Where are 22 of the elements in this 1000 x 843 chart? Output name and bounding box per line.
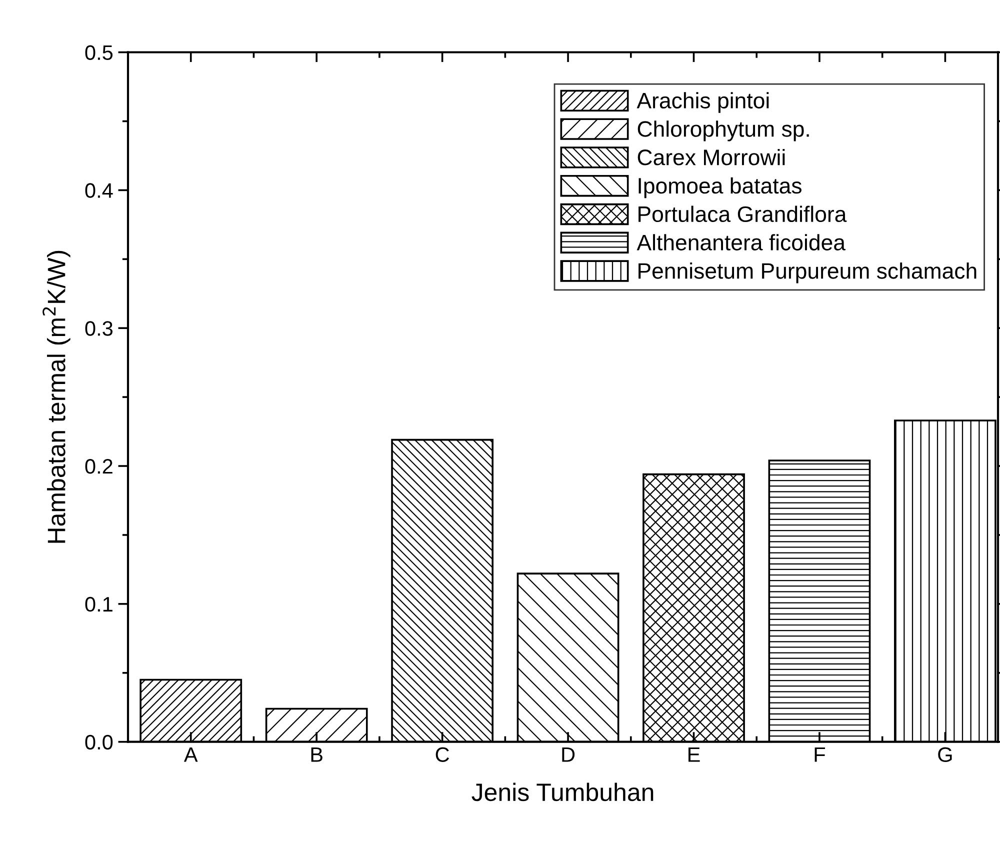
x-axis-title: Jenis Tumbuhan: [472, 782, 654, 802]
x-tick-label: D: [562, 747, 575, 762]
y-tick-label: 0.1: [85, 596, 112, 612]
legend-label: Althenantera ficoidea: [636, 234, 846, 250]
legend-label: Arachis pintoi: [636, 92, 769, 113]
y-tick-label: 0.2: [85, 459, 112, 474]
x-tick-label: C: [436, 747, 450, 762]
y-axis-title: Hambatan termal (m$^{2}$K/W): [42, 250, 70, 543]
legend-label: Portulaca Grandiflora: [638, 206, 847, 222]
legend-label: Chlorophytum sp.: [638, 120, 809, 142]
x-tick-label: G: [938, 747, 952, 762]
y-tick-label: 0.0: [85, 734, 113, 750]
legend-label: Carex Morrowii: [638, 148, 785, 166]
y-tick-label: 0.4: [85, 183, 113, 198]
x-tick-label: F: [814, 747, 826, 762]
x-tick-label: A: [184, 747, 198, 762]
y-tick-label: 0.5: [85, 45, 113, 60]
y-tick-label: 0.3: [85, 321, 113, 336]
x-tick-label: E: [688, 747, 700, 762]
legend-label: Ipomoea batatas: [638, 177, 802, 198]
x-tick-label: B: [311, 747, 322, 762]
legend-label: Pennisetum Purpureum schamach: [638, 262, 976, 284]
